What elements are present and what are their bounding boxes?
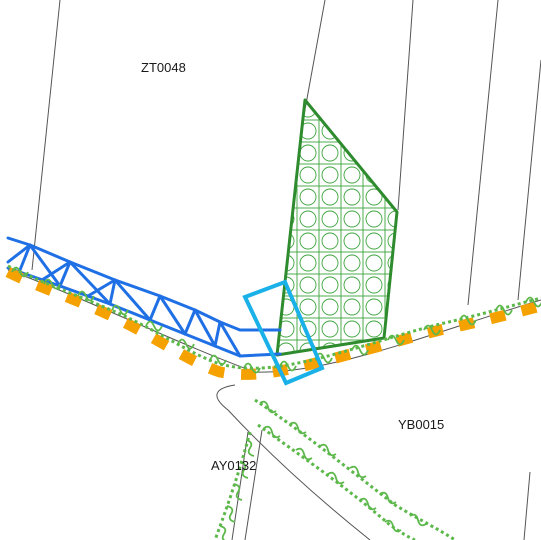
- hedge-line-main: [7, 264, 541, 370]
- blue-truss-line[interactable]: [6, 236, 282, 358]
- boundary-line: [517, 59, 541, 301]
- parcel-label-ay0132: AY0132: [211, 458, 256, 473]
- hedge-line-south-2: [257, 423, 416, 540]
- truss-web: [6, 243, 117, 298]
- parcel-label-yb0015: YB0015: [398, 417, 444, 432]
- truss-bottom-chord: [6, 266, 282, 358]
- boundary-line: [244, 429, 263, 540]
- boundary-line: [523, 471, 531, 540]
- hatched-area[interactable]: [275, 98, 399, 357]
- boundary-line: [397, 0, 414, 211]
- parcel-label-zt0048: ZT0048: [141, 60, 186, 75]
- hatched-area-fill: [277, 100, 397, 355]
- orange-dashed-line[interactable]: [5, 267, 541, 380]
- hatched-area-outline[interactable]: [275, 98, 399, 357]
- hedge-loops-south: [259, 400, 427, 533]
- hedge-lines[interactable]: [7, 264, 541, 540]
- hedge-loops-main: [11, 266, 541, 374]
- boundary-line: [303, 0, 326, 116]
- hedge-loops-southwest: [219, 439, 255, 540]
- boundary-line: [467, 0, 499, 306]
- truss-web: [18, 243, 242, 358]
- selection-rectangle[interactable]: [242, 279, 325, 386]
- hedge-line-south-3: [213, 431, 252, 540]
- boundary-line: [216, 384, 371, 540]
- boundary-line: [31, 0, 61, 271]
